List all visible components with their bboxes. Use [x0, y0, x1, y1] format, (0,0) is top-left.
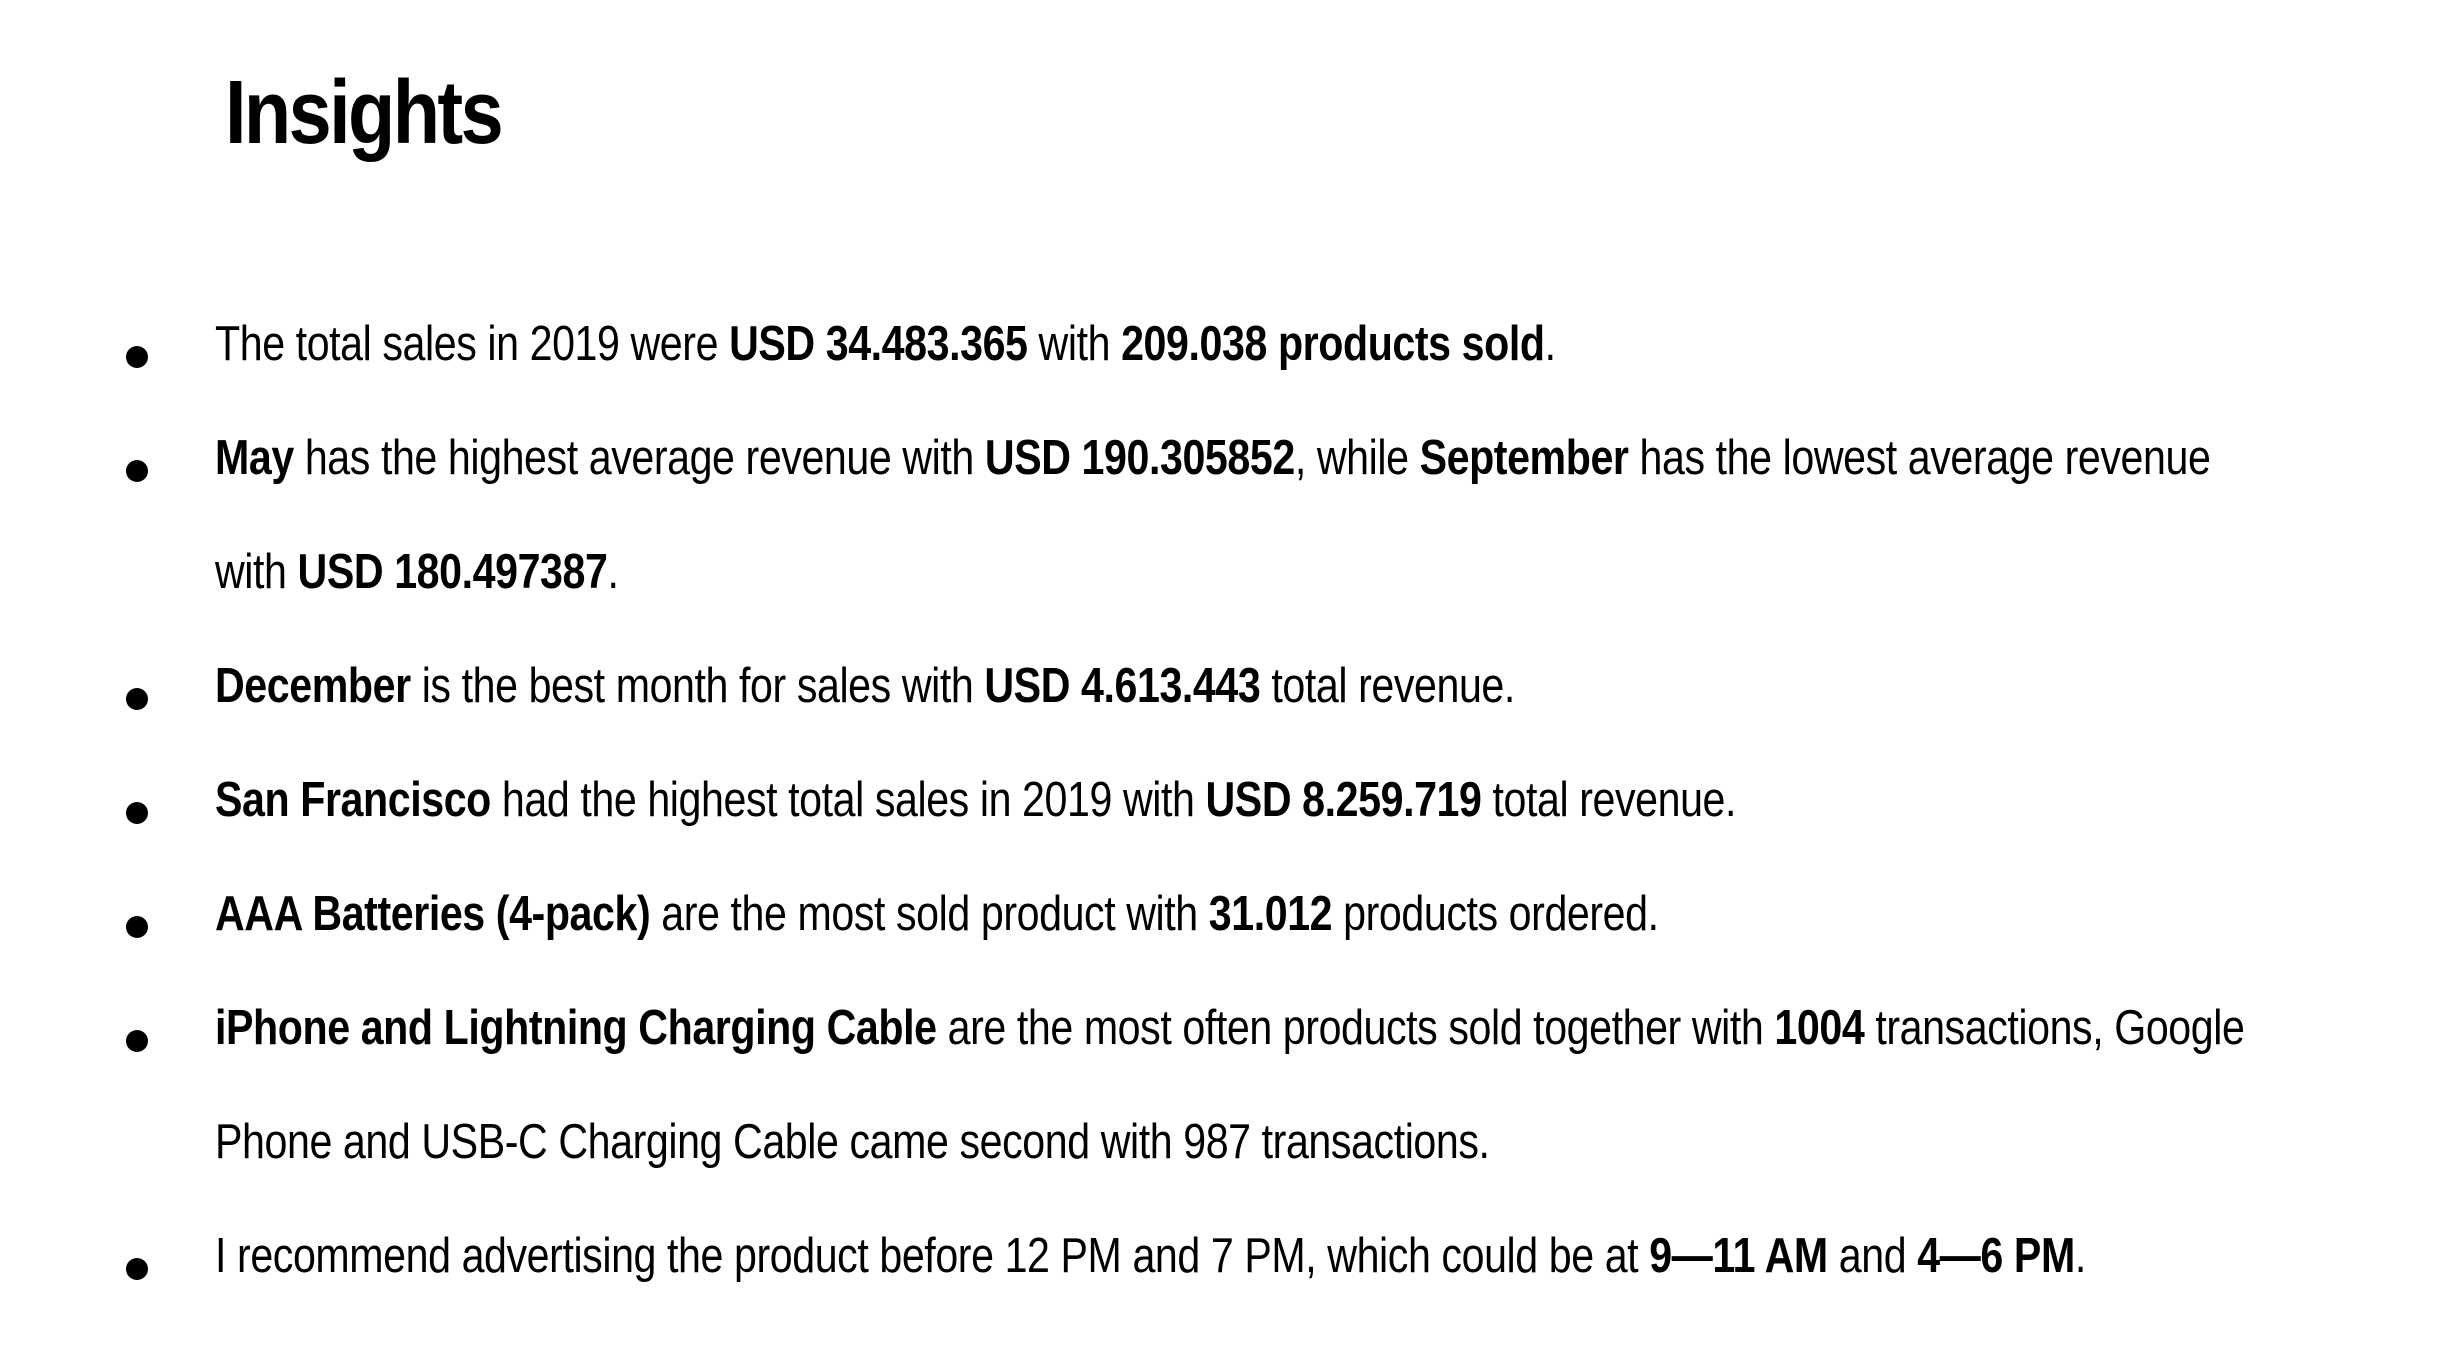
body-text: with	[215, 545, 298, 599]
bullet-text-line: The total sales in 2019 were USD 34.483.…	[215, 309, 1556, 379]
highlight-text: December	[215, 659, 411, 713]
bullet-dot-icon	[126, 460, 148, 482]
highlight-text: USD 34.483.365	[729, 317, 1028, 371]
bullet-text-line: December is the best month for sales wit…	[215, 651, 1515, 721]
body-text: had the highest total sales in 2019 with	[490, 773, 1206, 827]
highlight-text: May	[215, 431, 294, 485]
body-text: products ordered.	[1332, 887, 1659, 941]
body-text: transactions, Google	[1864, 1001, 2245, 1055]
body-text: The total sales in 2019 were	[215, 317, 730, 371]
highlight-text: 9—11 AM	[1649, 1229, 1828, 1283]
body-text: I recommend advertising the product befo…	[215, 1229, 1650, 1283]
highlight-text: 31.012	[1208, 887, 1333, 941]
bullet-text-line: May has the highest average revenue with…	[215, 423, 2211, 493]
bullet-text-line: with USD 180.497387.	[215, 537, 619, 607]
bullet-dot-icon	[126, 346, 148, 368]
highlight-text: 1004	[1774, 1001, 1865, 1055]
bullet-text-line: Phone and USB-C Charging Cable came seco…	[215, 1107, 1490, 1177]
body-text: are the most often products sold togethe…	[936, 1001, 1775, 1055]
bullet-dot-icon	[126, 802, 148, 824]
body-text: .	[607, 545, 619, 599]
highlight-text: 4—6 PM	[1917, 1229, 2075, 1283]
bullet-dot-icon	[126, 1258, 148, 1280]
body-text: has the lowest average revenue	[1628, 431, 2211, 485]
bullet-text-line: I recommend advertising the product befo…	[215, 1221, 2086, 1291]
body-text: total revenue.	[1481, 773, 1737, 827]
body-text: Phone and USB-C Charging Cable came seco…	[215, 1115, 1490, 1169]
highlight-text: USD 190.305852	[984, 431, 1295, 485]
highlight-text: USD 180.497387	[297, 545, 608, 599]
bullet-text-line: iPhone and Lightning Charging Cable are …	[215, 993, 2245, 1063]
highlight-text: AAA Batteries (4-pack)	[215, 887, 651, 941]
highlight-text: September	[1419, 431, 1629, 485]
bullet-dot-icon	[126, 688, 148, 710]
body-text: has the highest average revenue with	[293, 431, 985, 485]
highlight-text: USD 4.613.443	[984, 659, 1261, 713]
body-text: total revenue.	[1260, 659, 1515, 713]
highlight-text: USD 8.259.719	[1205, 773, 1482, 827]
bullet-text-line: AAA Batteries (4-pack) are the most sold…	[215, 879, 1659, 949]
highlight-text: iPhone and Lightning Charging Cable	[215, 1001, 937, 1055]
body-text: , while	[1294, 431, 1420, 485]
bullet-dot-icon	[126, 916, 148, 938]
body-text: and	[1827, 1229, 1918, 1283]
bullet-dot-icon	[126, 1030, 148, 1052]
body-text: with	[1027, 317, 1122, 371]
bullet-text-line: San Francisco had the highest total sale…	[215, 765, 1736, 835]
highlight-text: San Francisco	[215, 773, 491, 827]
body-text: are the most sold product with	[650, 887, 1209, 941]
highlight-text: 209.038 products sold	[1121, 317, 1545, 371]
body-text: is the best month for sales with	[410, 659, 985, 713]
body-text: .	[2074, 1229, 2086, 1283]
slide-title: Insights	[225, 63, 504, 163]
body-text: .	[1544, 317, 1556, 371]
